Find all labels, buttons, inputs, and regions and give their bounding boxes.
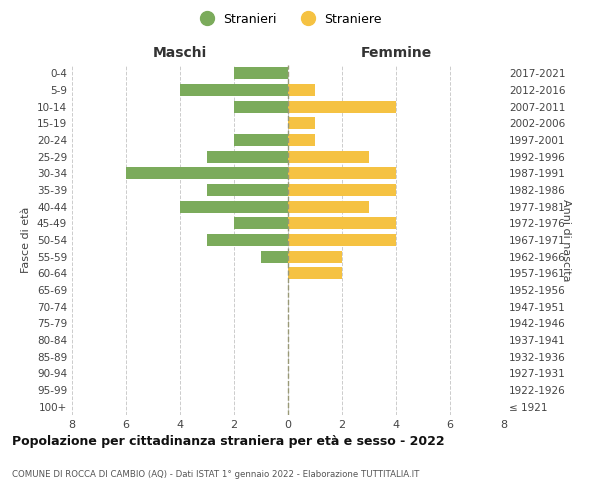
Bar: [261, 250, 288, 262]
Bar: [288, 250, 342, 262]
Bar: [234, 100, 288, 112]
Bar: [288, 184, 396, 196]
Bar: [126, 168, 288, 179]
Bar: [288, 218, 396, 230]
Bar: [234, 68, 288, 80]
Bar: [288, 84, 315, 96]
Bar: [288, 268, 342, 280]
Text: Popolazione per cittadinanza straniera per età e sesso - 2022: Popolazione per cittadinanza straniera p…: [12, 435, 445, 448]
Bar: [180, 84, 288, 96]
Y-axis label: Fasce di età: Fasce di età: [22, 207, 31, 273]
Bar: [207, 184, 288, 196]
Bar: [288, 134, 315, 146]
Text: Femmine: Femmine: [361, 46, 431, 60]
Bar: [207, 234, 288, 246]
Bar: [288, 200, 369, 212]
Bar: [288, 234, 396, 246]
Bar: [234, 218, 288, 230]
Text: Maschi: Maschi: [153, 46, 207, 60]
Bar: [288, 150, 369, 162]
Bar: [234, 134, 288, 146]
Bar: [207, 150, 288, 162]
Bar: [288, 118, 315, 130]
Bar: [180, 200, 288, 212]
Text: COMUNE DI ROCCA DI CAMBIO (AQ) - Dati ISTAT 1° gennaio 2022 - Elaborazione TUTTI: COMUNE DI ROCCA DI CAMBIO (AQ) - Dati IS…: [12, 470, 419, 479]
Y-axis label: Anni di nascita: Anni di nascita: [561, 198, 571, 281]
Bar: [288, 168, 396, 179]
Bar: [288, 100, 396, 112]
Legend: Stranieri, Straniere: Stranieri, Straniere: [190, 8, 386, 30]
